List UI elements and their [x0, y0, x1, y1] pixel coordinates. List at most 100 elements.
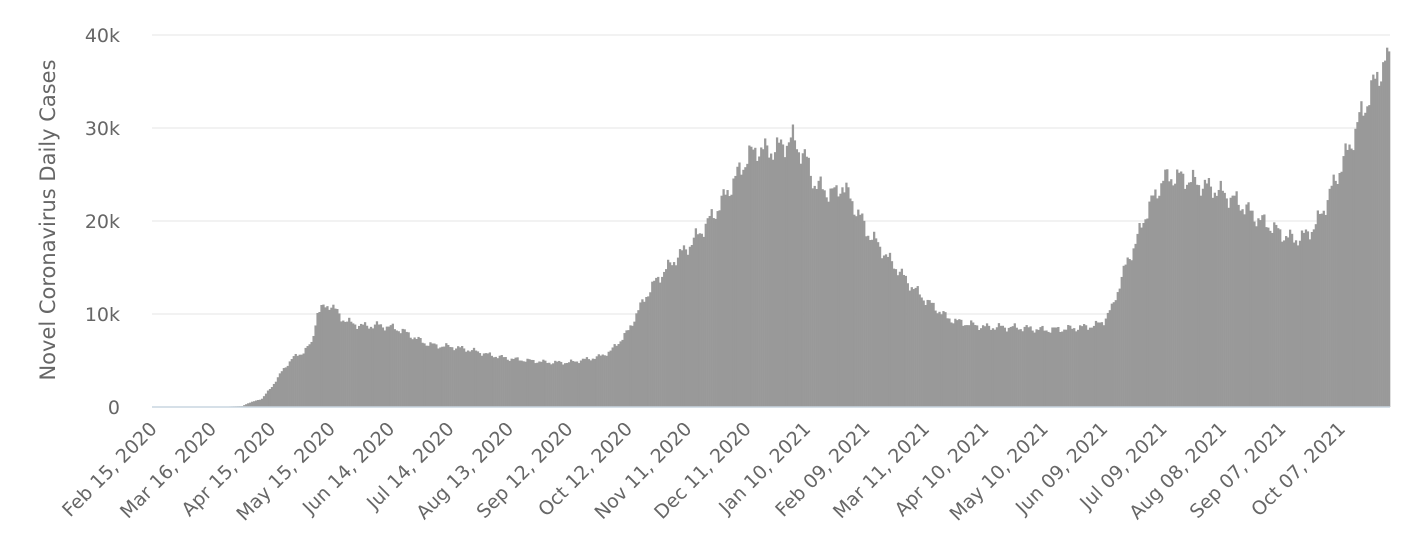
daily-case-bar: [462, 348, 466, 407]
daily-case-bar: [1235, 191, 1238, 407]
daily-case-bar: [726, 190, 729, 407]
daily-case-bar: [768, 157, 771, 407]
daily-case-bar: [1110, 303, 1113, 407]
daily-case-bar: [1239, 210, 1242, 407]
daily-case-bar: [1205, 183, 1209, 407]
daily-case-bar: [260, 398, 264, 407]
daily-case-bar: [823, 190, 826, 407]
daily-case-bar: [249, 402, 252, 407]
daily-case-bar: [447, 344, 450, 407]
daily-case-bar: [880, 258, 884, 407]
daily-case-bar: [1021, 331, 1024, 407]
daily-case-bar: [781, 144, 785, 408]
daily-case-bar: [288, 361, 291, 407]
daily-case-bar: [1318, 214, 1321, 407]
daily-case-bar: [1011, 326, 1014, 407]
daily-case-bar: [571, 361, 575, 407]
daily-case-bar: [1017, 329, 1020, 407]
daily-case-bar: [932, 302, 935, 407]
daily-case-bar: [661, 276, 664, 407]
daily-case-bar: [1069, 325, 1072, 407]
daily-case-bar: [1253, 221, 1256, 407]
daily-case-bar: [1288, 229, 1292, 407]
daily-case-bar: [1176, 169, 1179, 407]
daily-case-bar: [809, 175, 812, 407]
daily-case-bar: [1077, 329, 1080, 407]
daily-case-bar: [425, 345, 428, 407]
daily-case-bar: [508, 360, 511, 407]
daily-case-bar: [1156, 198, 1159, 407]
daily-case-bar: [466, 350, 470, 407]
daily-case-bar: [825, 197, 828, 407]
daily-case-bar: [869, 240, 872, 407]
daily-case-bar: [1187, 182, 1191, 407]
daily-case-bar: [764, 138, 767, 407]
daily-case-bar: [1213, 192, 1216, 407]
daily-case-bar: [908, 290, 911, 407]
daily-case-bar: [615, 345, 618, 407]
daily-case-bar: [605, 355, 608, 407]
daily-case-bar: [902, 274, 905, 407]
daily-case-bar: [724, 194, 727, 407]
daily-case-bar: [457, 346, 460, 407]
daily-case-bar: [1067, 324, 1070, 407]
daily-case-bar: [1362, 115, 1365, 407]
daily-case-bar: [758, 156, 761, 407]
daily-case-bar: [1364, 112, 1367, 408]
daily-case-bar: [310, 341, 313, 407]
daily-case-bar: [714, 218, 717, 407]
daily-case-bar: [1237, 204, 1240, 407]
daily-case-bar: [369, 326, 373, 407]
daily-case-bar: [472, 347, 476, 407]
daily-case-bar: [1027, 327, 1030, 407]
daily-case-bar: [1112, 302, 1115, 407]
daily-case-bar: [581, 358, 585, 407]
daily-case-bar: [716, 211, 719, 407]
daily-case-bar: [1140, 227, 1143, 407]
daily-case-bar: [308, 344, 311, 407]
daily-case-bar: [1142, 222, 1145, 407]
daily-case-bar: [609, 350, 612, 407]
daily-case-bar: [1031, 330, 1034, 407]
daily-case-bar: [1088, 327, 1092, 407]
daily-case-bar: [419, 338, 422, 407]
daily-case-bar: [411, 339, 414, 407]
daily-case-bar: [1310, 232, 1314, 407]
daily-case-bar: [1029, 326, 1032, 407]
daily-case-bar: [1037, 329, 1040, 407]
daily-case-bar: [861, 213, 864, 407]
daily-case-bar: [722, 189, 725, 407]
daily-case-bar: [1057, 326, 1060, 407]
daily-case-bar: [1376, 71, 1379, 408]
daily-case-bar: [253, 401, 256, 407]
daily-case-bar: [613, 344, 616, 407]
daily-case-bar: [427, 345, 430, 407]
daily-case-bar: [805, 156, 808, 407]
daily-case-bar: [1215, 195, 1218, 407]
daily-case-bar: [306, 346, 309, 407]
daily-case-bar: [1316, 210, 1319, 407]
daily-case-bar: [914, 287, 917, 407]
daily-case-bar: [1185, 184, 1189, 407]
daily-case-bar: [738, 162, 741, 407]
daily-case-bar: [841, 187, 844, 407]
daily-case-bar: [894, 269, 898, 407]
daily-case-bar: [946, 318, 949, 407]
daily-case-bar: [1195, 184, 1199, 407]
daily-case-bar: [536, 362, 539, 407]
daily-case-bar: [498, 355, 501, 407]
daily-case-bar: [1166, 169, 1169, 407]
daily-case-bar: [1084, 325, 1088, 407]
daily-case-bar: [544, 360, 547, 407]
daily-case-bar: [346, 321, 349, 407]
daily-case-bar: [1384, 60, 1387, 408]
daily-case-bar: [591, 358, 595, 407]
daily-case-bar: [1041, 325, 1044, 407]
daily-case-bar: [492, 357, 495, 407]
daily-case-bar: [1136, 233, 1139, 407]
daily-case-bar: [1189, 182, 1193, 407]
daily-case-bar: [1231, 195, 1234, 407]
daily-case-bar: [863, 220, 866, 407]
daily-case-bar: [884, 254, 888, 407]
daily-case-bar: [415, 339, 418, 407]
